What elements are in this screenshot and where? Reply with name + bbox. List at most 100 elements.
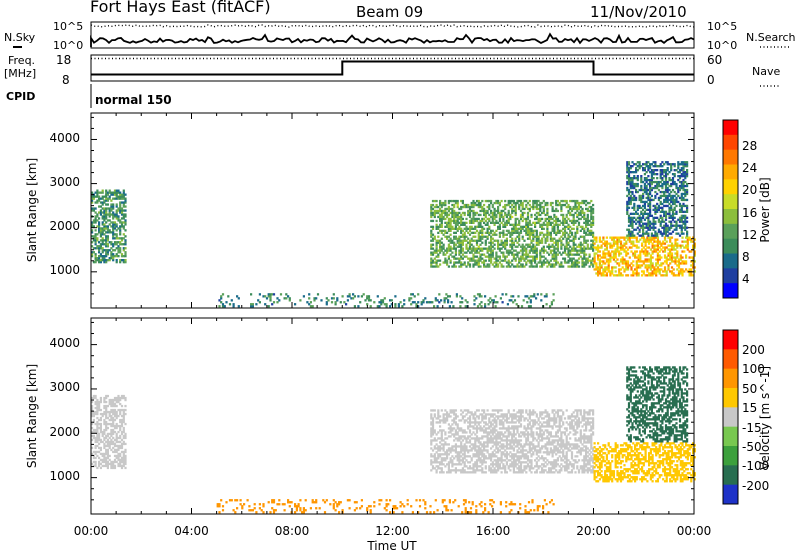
power-echo-cell: [592, 231, 595, 234]
power-echo-cell: [430, 235, 433, 238]
power-echo-cell: [633, 220, 636, 223]
power-echo-cell: [507, 251, 510, 254]
power-echo-cell: [481, 199, 484, 203]
power-echo-cell: [583, 247, 586, 250]
power-echo-cell: [442, 215, 445, 219]
power-echo-cell: [664, 171, 668, 174]
power-echo-cell: [528, 229, 531, 232]
power-echo-cell: [649, 266, 652, 269]
velocity-echo-cell: [456, 423, 459, 426]
power-echo-cell: [646, 246, 649, 249]
power-echo-cell: [690, 240, 693, 243]
power-echo-cell: [650, 214, 653, 217]
power-echo-cell: [676, 274, 679, 277]
velocity-echo-cell: [96, 402, 99, 406]
power-echo-cell: [627, 214, 631, 217]
power-echo-cell: [518, 235, 521, 238]
power-echo-cell: [614, 236, 617, 239]
power-echo-cell: [581, 265, 584, 268]
power-echo-cell: [656, 236, 659, 239]
power-echo-cell: [507, 219, 510, 223]
power-echo-cell: [663, 200, 666, 204]
power-echo-cell: [502, 253, 505, 256]
velocity-echo-cell: [463, 451, 466, 454]
power-echo-cell: [633, 202, 636, 206]
power-echo-cell: [570, 253, 574, 256]
power-echo-cell: [579, 243, 582, 246]
power-echo-cell: [367, 295, 371, 298]
power-echo-cell: [439, 201, 442, 205]
power-echo-cell: [680, 228, 683, 231]
velocity-echo-cell: [490, 469, 493, 472]
velocity-echo-cell: [498, 421, 501, 424]
power-echo-cell: [612, 242, 615, 245]
power-echo-cell: [516, 229, 519, 232]
power-echo-cell: [101, 211, 104, 214]
power-echo-cell: [661, 194, 664, 198]
velocity-echo-cell: [491, 461, 494, 464]
power-echo-cell: [619, 260, 623, 263]
velocity-echo-cell: [113, 460, 117, 464]
power-echo-cell: [638, 224, 641, 227]
power-echo-cell: [103, 201, 106, 204]
power-echo-cell: [577, 245, 581, 248]
velocity-echo-cell: [122, 412, 125, 416]
velocity-echo-cell: [479, 429, 482, 432]
power-echo-cell: [106, 193, 109, 196]
power-echo-cell: [339, 301, 342, 304]
velocity-echo-cell: [498, 459, 501, 462]
power-echo-cell: [553, 213, 556, 217]
power-echo-cell: [647, 216, 650, 219]
power-echo-cell: [511, 209, 514, 213]
power-echo-cell: [686, 173, 689, 176]
power-echo-cell: [659, 222, 662, 225]
power-echo-cell: [548, 263, 551, 266]
velocity-echo-cell: [105, 426, 108, 430]
power-echo-cell: [659, 163, 662, 166]
velocity-echo-cell: [454, 455, 457, 458]
power-echo-cell: [579, 251, 582, 254]
power-echo-cell: [607, 266, 610, 269]
velocity-echo-cell: [486, 441, 489, 444]
power-echo-cell: [668, 188, 671, 192]
power-echo-cell: [625, 252, 628, 255]
velocity-echo-cell: [447, 427, 450, 430]
velocity-echo-cell: [453, 413, 456, 416]
power-echo-cell: [504, 223, 507, 226]
power-echo-cell: [495, 239, 498, 242]
power-echo-cell: [659, 202, 662, 206]
power-echo-cell: [654, 232, 657, 235]
power-echo-cell: [481, 227, 484, 230]
power-echo-cell: [642, 240, 645, 243]
power-echo-cell: [495, 213, 498, 217]
power-echo-cell: [555, 233, 558, 236]
velocity-echo-cell: [108, 402, 111, 406]
power-echo-cell: [581, 261, 584, 264]
power-echo-cell: [447, 299, 450, 302]
power-echo-cell: [381, 301, 385, 304]
power-echo-cell: [581, 235, 584, 238]
power-echo-cell: [588, 255, 591, 258]
power-echo-cell: [397, 303, 400, 306]
power-colorbar-block: [723, 149, 738, 165]
velocity-echo-cell: [112, 450, 115, 454]
power-echo-cell: [550, 301, 553, 304]
power-echo-cell: [98, 221, 101, 224]
velocity-echo-cell: [481, 413, 484, 416]
power-echo-cell: [96, 193, 99, 196]
power-echo-cell: [108, 209, 111, 212]
power-echo-cell: [635, 236, 638, 239]
power-echo-cell: [470, 205, 473, 209]
velocity-echo-cell: [105, 456, 108, 460]
power-echo-cell: [577, 237, 581, 240]
power-echo-cell: [439, 217, 442, 221]
power-echo-cell: [642, 167, 645, 170]
velocity-echo-cell: [440, 439, 443, 442]
velocity-echo-cell: [446, 449, 449, 452]
power-echo-cell: [463, 213, 466, 217]
power-echo-cell: [449, 227, 452, 230]
power-echo-cell: [670, 196, 673, 200]
power-echo-cell: [521, 253, 524, 256]
velocity-echo-cell: [122, 414, 125, 418]
power-echo-cell: [553, 265, 556, 268]
